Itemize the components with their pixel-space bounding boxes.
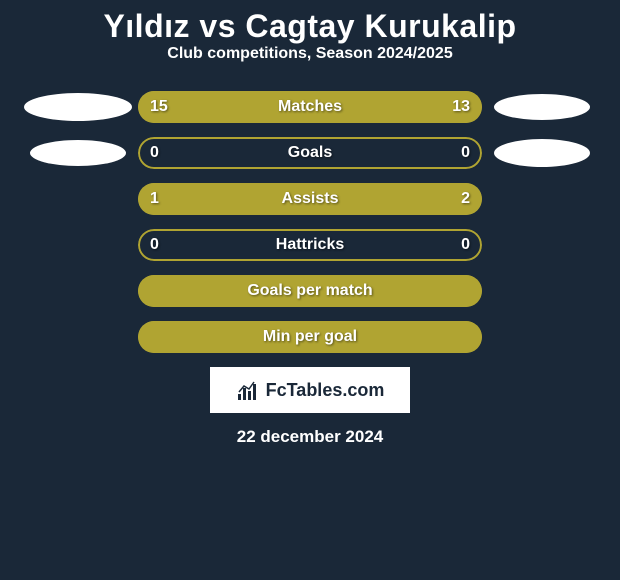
stat-label: Hattricks	[276, 236, 344, 254]
stat-label: Goals	[288, 144, 332, 162]
stat-rows: Matches1513Goals00Assists12Hattricks00Go…	[0, 91, 620, 353]
stat-row: Hattricks 0 0	[0, 229, 620, 261]
right-badge-slot	[482, 139, 602, 167]
logo-text: FcTables.com	[266, 380, 385, 401]
right-badge-ellipse	[494, 139, 590, 167]
stat-label: Goals per match	[247, 282, 372, 300]
stat-bar: Matches 15 13	[138, 91, 482, 123]
stat-bar: Assists 1 2	[138, 183, 482, 215]
stat-value-left: 15	[150, 98, 168, 116]
date-label: 22 december 2024	[0, 427, 620, 447]
right-badge-slot	[482, 94, 602, 120]
stat-value-right: 0	[461, 236, 470, 254]
left-badge-slot	[18, 140, 138, 166]
stat-bar: Min per goal	[138, 321, 482, 353]
stat-row: Goals per match	[0, 275, 620, 307]
logo-box: FcTables.com	[210, 367, 410, 413]
fctables-icon	[236, 378, 260, 402]
stat-bar: Goals per match	[138, 275, 482, 307]
page-title: Yıldız vs Cagtay Kurukalip	[0, 8, 620, 45]
stat-bar: Hattricks 0 0	[138, 229, 482, 261]
left-badge-ellipse	[30, 140, 126, 166]
stat-row: Min per goal	[0, 321, 620, 353]
page-subtitle: Club competitions, Season 2024/2025	[0, 45, 620, 63]
stat-value-left: 1	[150, 190, 159, 208]
stat-row: Matches 15 13	[0, 91, 620, 123]
stat-value-left: 0	[150, 236, 159, 254]
left-badge-ellipse	[24, 93, 132, 121]
stat-row: Goals 0 0	[0, 137, 620, 169]
stat-label: Min per goal	[263, 328, 357, 346]
right-badge-ellipse	[494, 94, 590, 120]
stat-label: Matches	[278, 98, 342, 116]
comparison-infographic: Yıldız vs Cagtay Kurukalip Club competit…	[0, 0, 620, 580]
stat-value-right: 13	[452, 98, 470, 116]
stat-value-left: 0	[150, 144, 159, 162]
left-badge-slot	[18, 93, 138, 121]
stat-bar: Goals 0 0	[138, 137, 482, 169]
stat-value-right: 2	[461, 190, 470, 208]
stat-label: Assists	[282, 190, 339, 208]
stat-row: Assists 1 2	[0, 183, 620, 215]
stat-value-right: 0	[461, 144, 470, 162]
